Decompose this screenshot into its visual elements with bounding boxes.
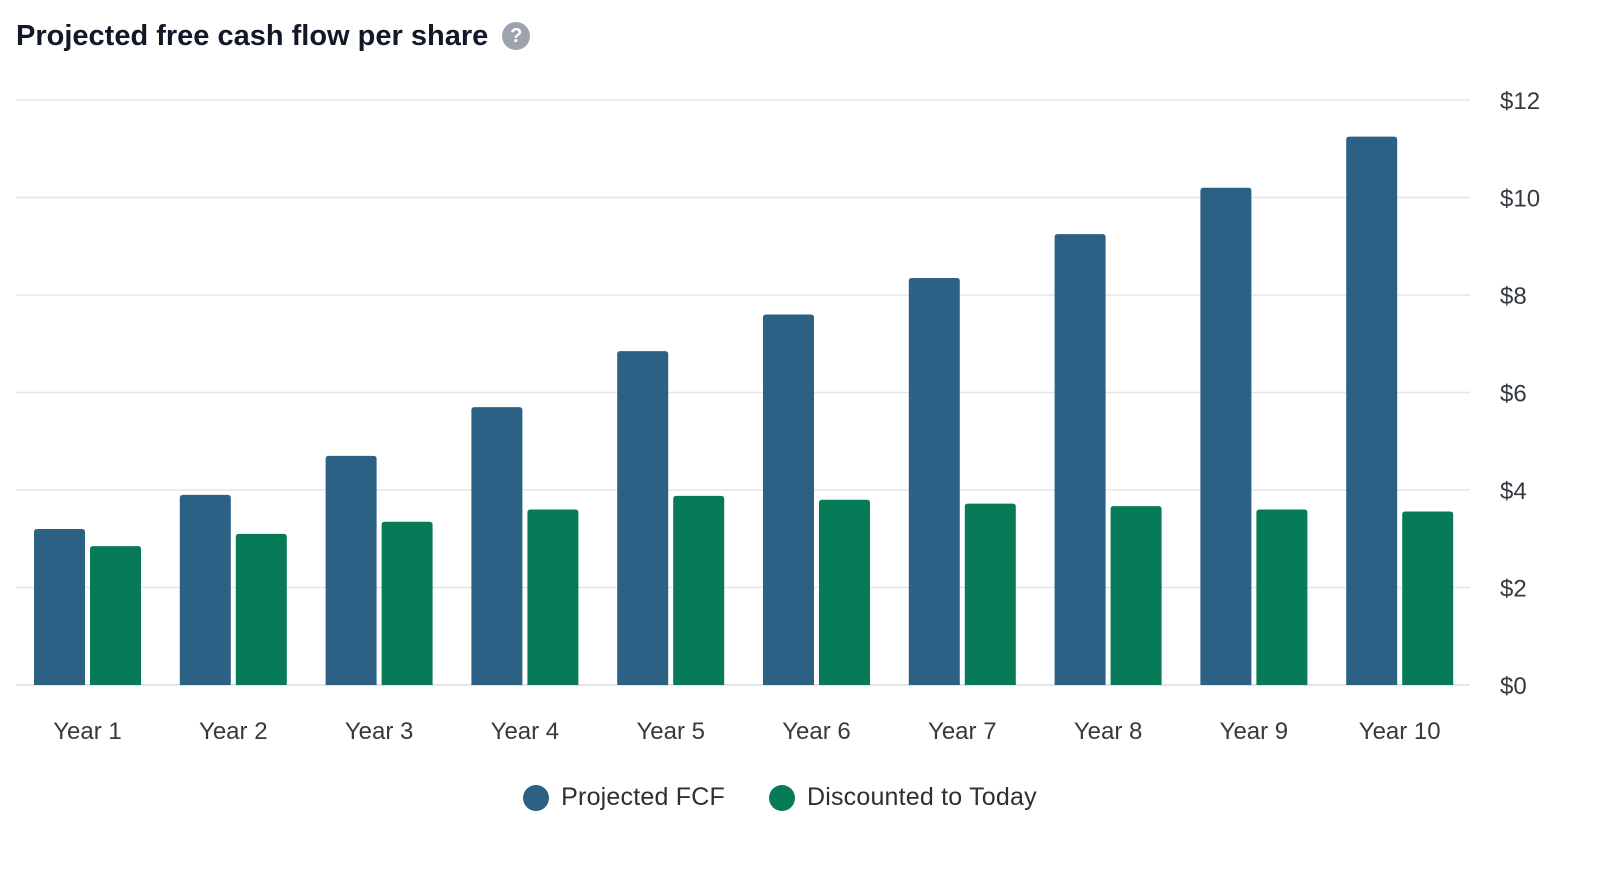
legend-marker-discounted (768, 784, 795, 811)
legend-label-discounted: Discounted to Today (806, 783, 1037, 811)
bar-chart: $0$2$4$6$8$10$12 Year 1 Year 2 Year 3 Year … (16, 88, 1540, 745)
x-tick-label: Year 2 (199, 718, 268, 745)
bar-projected-fcf[interactable] (471, 407, 523, 685)
bar-projected-fcf[interactable] (617, 351, 669, 685)
bar-discounted[interactable] (1402, 511, 1454, 685)
x-tick-label: Year 4 (491, 718, 560, 745)
x-tick-label: Year 8 (1074, 718, 1143, 745)
bar-discounted[interactable] (964, 503, 1016, 685)
bar-discounted[interactable] (235, 533, 287, 685)
x-tick-label: Year 6 (782, 718, 851, 745)
y-axis-ticks: $0 $2 $4 $6 $8 $10 $12 (1500, 88, 1540, 700)
y-tick-label: $12 (1500, 88, 1540, 115)
bar-discounted[interactable] (1256, 509, 1308, 686)
chart-title: Projected free cash flow per share (16, 20, 489, 52)
x-tick-label: Year 9 (1220, 718, 1289, 745)
legend-label-projected: Projected FCF (561, 783, 725, 811)
y-tick-label: $4 (1500, 478, 1527, 505)
bar-projected-fcf[interactable] (179, 494, 231, 685)
bar-discounted[interactable] (527, 509, 579, 686)
legend-item-projected-fcf[interactable]: Projected FCF (523, 783, 725, 812)
bar-discounted[interactable] (381, 521, 433, 685)
chart-legend: Projected FCF Discounted to Today (0, 783, 1560, 812)
bar-discounted[interactable] (819, 499, 870, 685)
bar-projected-fcf[interactable] (325, 455, 377, 685)
bar-discounted[interactable] (673, 495, 725, 685)
x-tick-label: Year 5 (636, 718, 705, 745)
y-tick-label: $0 (1500, 673, 1527, 700)
grid-lines (16, 99, 1470, 686)
x-tick-label: Year 3 (345, 718, 414, 745)
bar-projected-fcf[interactable] (1346, 136, 1398, 685)
bar-discounted[interactable] (1110, 506, 1162, 685)
bar-discounted[interactable] (90, 546, 141, 685)
x-tick-label: Year 7 (928, 718, 997, 745)
question-mark-icon[interactable]: ? (502, 22, 531, 50)
bar-projected-fcf[interactable] (763, 314, 814, 686)
bar-projected-fcf[interactable] (908, 277, 960, 685)
bar-projected-fcf[interactable] (1200, 187, 1252, 685)
bar-projected-fcf[interactable] (1054, 234, 1106, 685)
chart-header: Projected free cash flow per share ? (16, 18, 531, 54)
y-tick-label: $10 (1500, 186, 1540, 213)
bars (34, 136, 1454, 686)
legend-item-discounted[interactable]: Discounted to Today (768, 783, 1037, 812)
legend-marker-projected (523, 784, 550, 811)
y-tick-label: $2 (1500, 576, 1527, 603)
x-axis-ticks: Year 1 Year 2 Year 3 Year 4 Year 5 Year 6 Year… (53, 718, 1440, 745)
x-tick-label: Year 10 (1359, 718, 1441, 745)
x-tick-label: Year 1 (53, 718, 122, 745)
y-tick-label: $6 (1500, 381, 1527, 408)
bar-projected-fcf[interactable] (34, 529, 85, 685)
y-tick-label: $8 (1500, 283, 1527, 310)
